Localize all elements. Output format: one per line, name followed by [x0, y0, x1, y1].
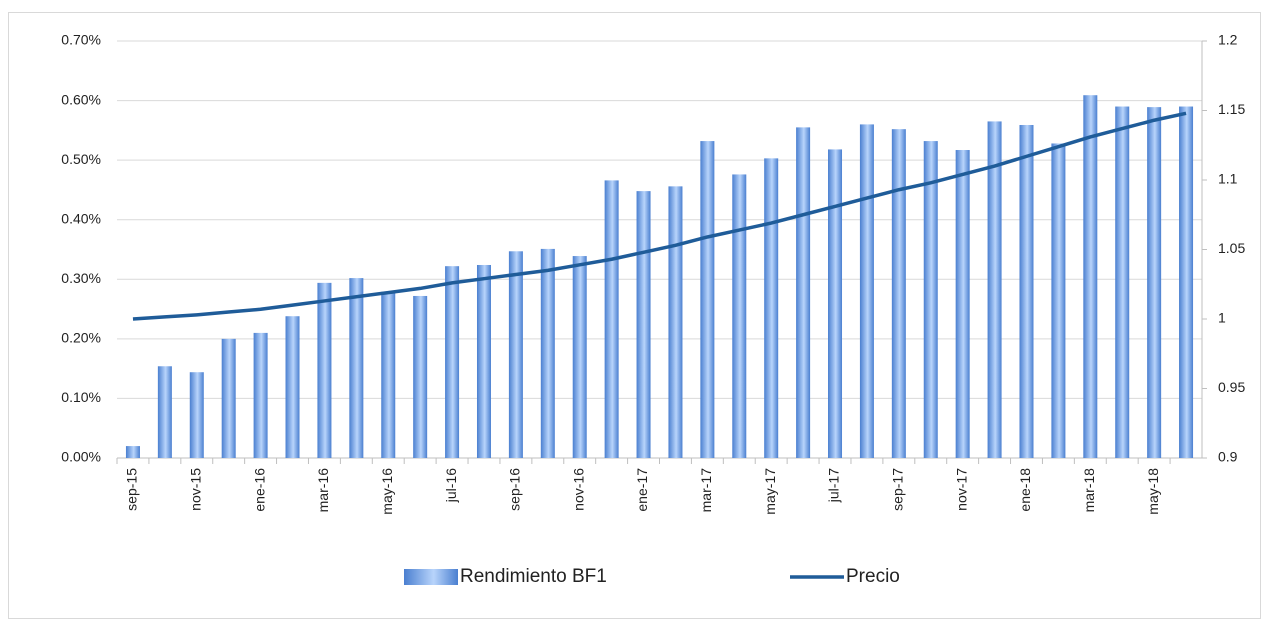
bar — [445, 266, 460, 458]
bar — [221, 338, 236, 458]
bar — [476, 264, 491, 458]
bar — [317, 282, 332, 458]
x-tick-label: ene-16 — [251, 468, 267, 512]
y-tick-label: 0.10% — [61, 389, 101, 405]
x-tick-label: mar-18 — [1081, 468, 1097, 513]
y-tick-label: 0.60% — [61, 91, 101, 107]
bar — [125, 446, 140, 458]
bar — [349, 278, 364, 458]
bar — [1019, 124, 1034, 458]
bar — [540, 248, 555, 458]
x-tick-label: nov-15 — [187, 468, 203, 511]
x-tick-label: mar-17 — [698, 468, 714, 513]
bar — [796, 127, 811, 458]
x-tick-label: may-18 — [1145, 468, 1161, 515]
bar — [572, 256, 587, 458]
x-tick-label: ene-17 — [634, 468, 650, 512]
x-tick-label: mar-16 — [315, 468, 331, 513]
bar — [1051, 143, 1066, 458]
y2-tick-label: 0.9 — [1218, 449, 1238, 465]
legend-text: Rendimiento BF1 — [460, 566, 607, 587]
y-tick-label: 0.00% — [61, 449, 101, 465]
line — [132, 111, 1187, 321]
x-tick-label: sep-15 — [124, 468, 140, 511]
bar — [413, 295, 428, 458]
y2-tick-label: 0.95 — [1218, 379, 1245, 395]
y2-tick-label: 1.2 — [1218, 32, 1238, 48]
bar — [157, 366, 172, 458]
bar — [955, 150, 970, 458]
y2-tick-label: 1 — [1218, 310, 1226, 326]
bar — [1147, 107, 1162, 459]
x-tick-label: nov-16 — [570, 468, 586, 511]
bar — [1115, 106, 1130, 459]
bar — [1179, 106, 1194, 459]
bar — [189, 372, 204, 458]
x-tick-label: may-17 — [762, 468, 778, 515]
bar — [1083, 95, 1098, 459]
bar — [253, 332, 268, 458]
legend-swatch — [404, 569, 458, 585]
bar — [285, 316, 300, 458]
bar — [764, 158, 779, 458]
y-tick-label: 0.30% — [61, 270, 101, 286]
bar — [859, 124, 874, 459]
bar — [381, 291, 396, 458]
bar — [636, 191, 651, 458]
x-tick-label: may-16 — [379, 468, 395, 515]
bar — [891, 129, 906, 458]
y-tick-label: 0.20% — [61, 330, 101, 346]
legend-text: Precio — [846, 566, 900, 587]
x-tick-label: sep-16 — [507, 468, 523, 511]
x-tick-label: jul-16 — [443, 468, 459, 503]
y2-tick-label: 1.05 — [1218, 240, 1245, 256]
bar — [668, 186, 683, 458]
bar — [828, 149, 843, 459]
x-tick-label: nov-17 — [953, 468, 969, 511]
y-tick-label: 0.50% — [61, 151, 101, 167]
bar — [604, 180, 619, 458]
x-tick-label: sep-17 — [890, 468, 906, 511]
x-tick-label: jul-17 — [826, 468, 842, 503]
bar — [923, 141, 938, 458]
y-tick-label: 0.70% — [61, 32, 101, 48]
bar — [508, 251, 523, 458]
y2-tick-label: 1.15 — [1218, 101, 1245, 117]
bar — [700, 141, 715, 458]
y-tick-label: 0.40% — [61, 210, 101, 226]
bar — [987, 121, 1002, 459]
y2-tick-label: 1.1 — [1218, 171, 1238, 187]
bar — [732, 174, 747, 458]
x-tick-label: ene-18 — [1017, 468, 1033, 512]
